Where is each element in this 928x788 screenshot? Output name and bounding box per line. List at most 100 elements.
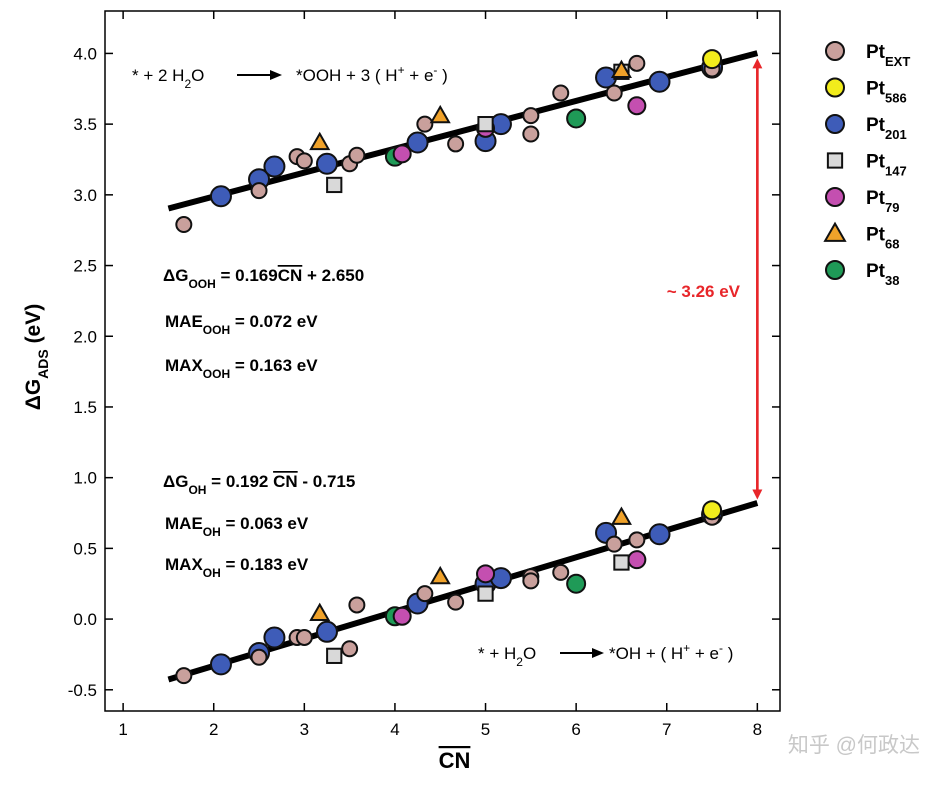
data-point xyxy=(522,107,540,125)
legend-label: Pt68 xyxy=(866,225,899,252)
series-pt-68 xyxy=(309,59,632,622)
x-tick-label: 6 xyxy=(571,720,580,739)
data-point xyxy=(392,144,412,164)
data-point xyxy=(250,648,268,666)
data-point xyxy=(627,550,647,570)
y-tick-label: 2.0 xyxy=(73,327,97,346)
data-point xyxy=(295,628,313,646)
data-point xyxy=(392,606,412,626)
plot-frame xyxy=(104,10,781,712)
data-point xyxy=(209,185,232,208)
oh-fit-equation: ΔGOH = 0.192 CN - 0.715 xyxy=(163,472,355,497)
x-tick-label: 7 xyxy=(662,720,671,739)
data-point xyxy=(447,593,465,611)
x-tick-label: 2 xyxy=(209,720,218,739)
legend-entry-pt-38: Pt38 xyxy=(825,260,899,288)
data-point xyxy=(610,506,632,525)
data-point xyxy=(447,135,465,153)
data-point xyxy=(326,176,343,194)
data-point xyxy=(309,602,331,622)
data-point xyxy=(348,596,366,614)
data-point xyxy=(175,667,193,685)
legend-entry-pt-586: Pt586 xyxy=(825,77,907,106)
x-tick-label: 3 xyxy=(300,720,309,739)
legend-marker xyxy=(825,260,845,280)
y-tick-label: 2.5 xyxy=(73,257,97,276)
x-axis-label: CN xyxy=(439,748,471,773)
data-point xyxy=(406,131,429,154)
data-point xyxy=(476,564,496,584)
reaction-lhs: * + H2O xyxy=(478,644,536,669)
data-point xyxy=(209,653,232,676)
legend-label: PtEXT xyxy=(866,42,910,69)
legend-marker xyxy=(825,187,845,207)
reaction-rhs: *OH + ( H+ + e- ) xyxy=(609,641,733,663)
series-pt-586 xyxy=(702,49,723,521)
data-point xyxy=(628,531,646,549)
y-tick-label: 4.0 xyxy=(73,44,97,63)
data-point xyxy=(429,104,451,124)
y-tick-label: 1.0 xyxy=(73,469,97,488)
data-point xyxy=(605,84,623,102)
y-axis-label: ΔGADS (eV) xyxy=(22,304,51,411)
y-tick-label: 3.0 xyxy=(73,186,97,205)
oh-max: MAXOH = 0.183 eV xyxy=(165,555,309,580)
data-point xyxy=(341,640,359,658)
reaction-arrow-icon xyxy=(592,648,604,658)
data-point xyxy=(263,155,286,178)
legend-entry-pt-79: Pt79 xyxy=(825,187,899,215)
data-point xyxy=(610,59,632,78)
legend-marker xyxy=(825,41,845,61)
x-tick-label: 1 xyxy=(118,720,127,739)
reaction-arrow-icon xyxy=(270,70,282,80)
data-point xyxy=(263,626,286,649)
data-point xyxy=(566,573,587,594)
data-point xyxy=(522,125,540,143)
data-point xyxy=(309,131,331,151)
data-point xyxy=(326,647,343,664)
data-point xyxy=(613,554,630,571)
legend-marker xyxy=(825,77,845,98)
data-point xyxy=(429,565,451,585)
data-point xyxy=(702,49,723,70)
top-reaction: * + 2 H2O *OOH + 3 ( H+ + e- ) xyxy=(132,63,448,91)
data-point xyxy=(295,152,313,170)
gap-label: ~ 3.26 eV xyxy=(667,282,741,301)
legend-label: Pt38 xyxy=(866,261,899,288)
x-tick-label: 8 xyxy=(753,720,762,739)
legend-marker xyxy=(826,152,844,169)
reaction-lhs: * + 2 H2O xyxy=(132,66,204,91)
data-point xyxy=(648,70,671,93)
data-point xyxy=(605,535,623,553)
legend-entry-pt-68: Pt68 xyxy=(823,221,899,252)
data-point xyxy=(477,585,494,602)
legend-entry-pt-147: Pt147 xyxy=(826,152,907,179)
legend-label: Pt586 xyxy=(866,79,907,106)
legend-entry-pt-201: Pt201 xyxy=(825,114,907,142)
data-point xyxy=(628,54,646,72)
y-tick-label: 1.5 xyxy=(73,398,97,417)
reaction-rhs: *OOH + 3 ( H+ + e- ) xyxy=(296,63,448,85)
y-tick-label: 0.5 xyxy=(73,539,97,558)
y-tick-label: 0.0 xyxy=(73,610,97,629)
data-point xyxy=(702,500,723,521)
ooh-max: MAXOOH = 0.163 eV xyxy=(165,356,318,381)
data-point xyxy=(348,146,366,164)
data-point xyxy=(416,585,434,603)
ooh-mae: MAEOOH = 0.072 eV xyxy=(165,312,318,337)
bottom-reaction: * + H2O *OH + ( H+ + e- ) xyxy=(478,641,733,669)
data-point xyxy=(416,115,434,133)
legend-label: Pt79 xyxy=(866,188,899,215)
legend-marker xyxy=(823,221,847,242)
legend-label: Pt147 xyxy=(866,152,907,179)
data-point xyxy=(627,96,647,116)
data-point xyxy=(315,152,338,175)
data-point xyxy=(175,216,193,234)
data-point xyxy=(250,182,268,200)
y-tick-label: 3.5 xyxy=(73,115,97,134)
series-pt-38 xyxy=(384,108,587,627)
data-point xyxy=(566,108,587,129)
watermark: 知乎 @何政达 xyxy=(788,734,920,757)
